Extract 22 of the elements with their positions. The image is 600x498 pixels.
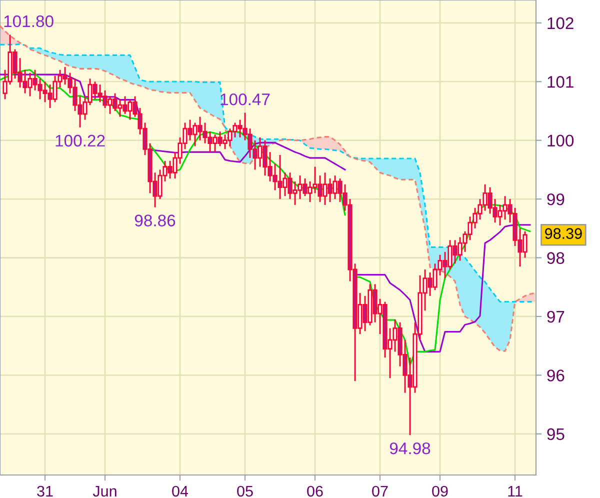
y-tick-label: 98 (547, 252, 564, 264)
annotation: 100.47 (220, 93, 270, 106)
y-tick-label: 97 (547, 310, 564, 323)
y-tick-label: 100 (548, 134, 574, 147)
x-tick-label: Jun (92, 486, 116, 497)
x-tick-label: 09 (432, 486, 448, 497)
y-tick-label: 101 (548, 76, 574, 88)
x-tick-label: 05 (237, 486, 253, 497)
x-tick-label: 31 (37, 486, 53, 497)
y-tick-label: 95 (547, 428, 564, 440)
annotation: 98.86 (134, 214, 176, 226)
x-tick-label: 11 (508, 486, 522, 496)
text: 98.39 (545, 228, 582, 239)
y-tick-label: 96 (547, 370, 564, 382)
x-tick-label: 06 (307, 486, 323, 497)
x-tick-label: 07 (372, 486, 388, 497)
annotation: 101.80 (4, 15, 54, 28)
x-tick-label: 04 (172, 486, 188, 497)
y-tick-label: 99 (547, 193, 564, 206)
y-tick-label: 102 (548, 17, 574, 30)
annotation: 100.22 (56, 134, 105, 147)
annotation: 94.98 (390, 442, 430, 454)
